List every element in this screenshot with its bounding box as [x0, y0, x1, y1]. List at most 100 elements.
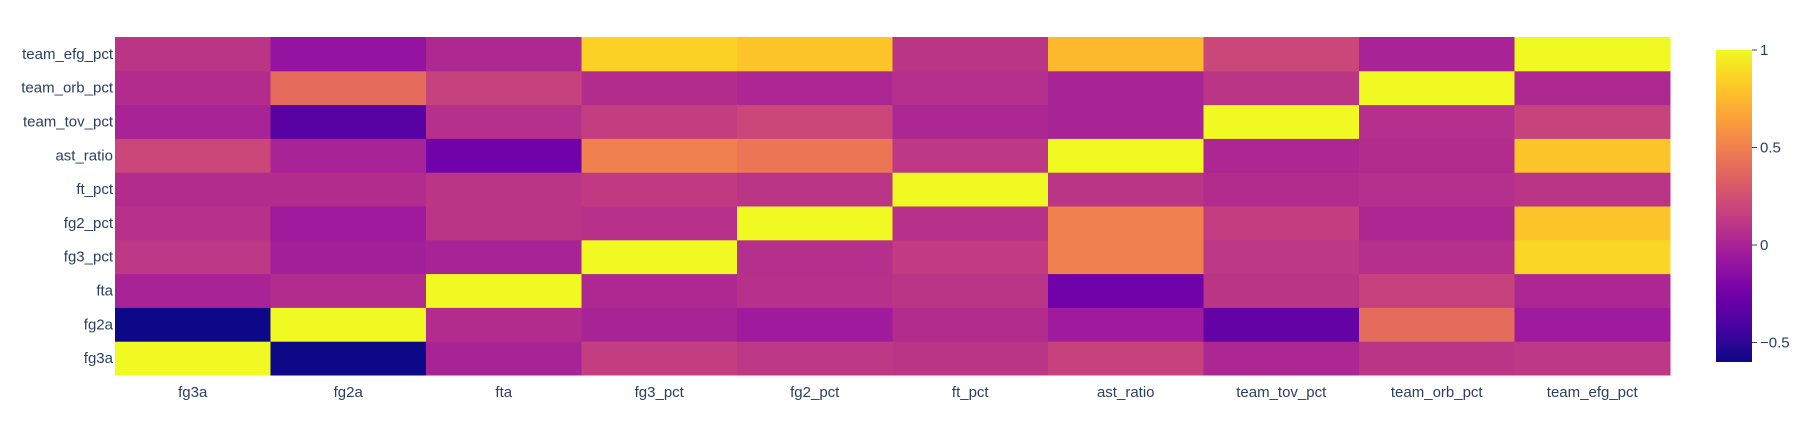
heatmap-cell [270, 104, 427, 139]
heatmap-cell [892, 37, 1049, 72]
heatmap-cell [426, 70, 582, 106]
x-tick-label: ft_pct [952, 384, 990, 401]
colorbar-tick-label: 1 [1760, 42, 1768, 59]
heatmap-cell [1203, 70, 1360, 106]
y-tick-label: team_orb_pct [21, 80, 114, 97]
heatmap-cell [1048, 138, 1204, 173]
heatmap-cell [1048, 273, 1204, 308]
heatmap-cell [270, 273, 427, 308]
heatmap-cell [581, 239, 738, 275]
heatmap-cell [426, 307, 582, 342]
heatmap-cell [581, 138, 738, 173]
heatmap-cell [737, 206, 893, 241]
x-tick-label: fg2a [334, 384, 364, 401]
heatmap-cell [270, 70, 427, 106]
heatmap-cell [1203, 206, 1360, 241]
heatmap-cell [1514, 70, 1671, 106]
heatmap-cell [1359, 172, 1515, 207]
y-axis-ticks: fg3a fg2a fta fg3_pct fg2_pct ft_pct ast_ratio… [21, 46, 114, 367]
heatmap-cell [1514, 172, 1671, 207]
heatmap-cell [581, 37, 738, 72]
heatmap-cell [1048, 70, 1204, 106]
heatmap-cell [892, 341, 1049, 376]
colorbar: −0.5 0 0.5 1 [1716, 42, 1790, 362]
heatmap-cell [270, 172, 427, 207]
heatmap-cell [737, 104, 893, 139]
heatmap-cell [737, 307, 893, 342]
x-tick-label: team_efg_pct [1547, 384, 1639, 401]
heatmap-cell [737, 70, 893, 106]
heatmap-cell [1048, 307, 1204, 342]
heatmap-cell [1048, 341, 1204, 376]
y-tick-label: fg3_pct [64, 249, 114, 266]
heatmap-cell [737, 273, 893, 308]
heatmap-cell [115, 206, 271, 241]
heatmap-cell [1048, 37, 1204, 72]
heatmap-cell [737, 37, 893, 72]
heatmap-cell [426, 206, 582, 241]
heatmap-cell [892, 104, 1049, 139]
x-tick-label: fg2_pct [790, 384, 840, 401]
heatmap-cell [115, 172, 271, 207]
heatmap-cell [1514, 307, 1671, 342]
x-axis-ticks: fg3a fg2a fta fg3_pct fg2_pct ft_pct ast_ratio… [178, 384, 1638, 401]
heatmap-cell [1048, 206, 1204, 241]
heatmap-cell [581, 307, 738, 342]
heatmap-cell [115, 70, 271, 106]
heatmap-cell [1203, 307, 1360, 342]
heatmap-cell [1514, 341, 1671, 376]
heatmap-cell [1203, 104, 1360, 139]
heatmap-cell [1359, 239, 1515, 275]
heatmap-cell [892, 307, 1049, 342]
heatmap-cell [270, 37, 427, 72]
heatmap-cell [737, 138, 893, 173]
heatmap-cell [1203, 273, 1360, 308]
heatmap-cell [1359, 138, 1515, 173]
heatmap-cell [115, 37, 271, 72]
heatmap-cell [737, 172, 893, 207]
heatmap-cell [892, 206, 1049, 241]
heatmap-cell [1203, 138, 1360, 173]
heatmap-cell [737, 341, 893, 376]
y-tick-label: fg2_pct [64, 215, 114, 232]
heatmap-cell [1359, 37, 1515, 72]
heatmap-cell [1048, 104, 1204, 139]
x-tick-label: fta [495, 384, 512, 401]
y-tick-label: fta [96, 283, 113, 300]
heatmap-cell [892, 172, 1049, 207]
y-tick-label: fg3a [84, 350, 114, 367]
heatmap-cell [426, 104, 582, 139]
heatmap-cell [426, 273, 582, 308]
heatmap-cell [1359, 307, 1515, 342]
heatmap-cell [1514, 273, 1671, 308]
heatmap-cell [1359, 273, 1515, 308]
heatmap-cell [1048, 239, 1204, 275]
heatmap-cell [581, 273, 738, 308]
heatmap-cell [1048, 172, 1204, 207]
heatmap-cell [426, 138, 582, 173]
heatmap-cell [1514, 37, 1671, 72]
heatmap-cell [115, 138, 271, 173]
heatmap-cell [1203, 37, 1360, 72]
heatmap-cell [1203, 239, 1360, 275]
heatmap-cell [115, 273, 271, 308]
heatmap-cell [892, 239, 1049, 275]
colorbar-gradient [1716, 50, 1752, 362]
colorbar-tick-label: −0.5 [1760, 335, 1790, 352]
heatmap-cell [426, 37, 582, 72]
heatmap-cell [426, 239, 582, 275]
heatmap-cell [270, 206, 427, 241]
heatmap-cell [581, 206, 738, 241]
x-tick-label: team_tov_pct [1236, 384, 1327, 401]
y-tick-label: team_efg_pct [22, 46, 114, 63]
y-tick-label: fg2a [84, 316, 114, 333]
heatmap-cell [1514, 239, 1671, 275]
heatmap-cell [1359, 341, 1515, 376]
y-tick-label: ast_ratio [55, 147, 113, 164]
x-tick-label: fg3_pct [635, 384, 685, 401]
heatmap-cell [115, 341, 271, 376]
heatmap-cell [1514, 104, 1671, 139]
heatmap-cell [581, 104, 738, 139]
colorbar-tick-label: 0 [1760, 237, 1768, 254]
